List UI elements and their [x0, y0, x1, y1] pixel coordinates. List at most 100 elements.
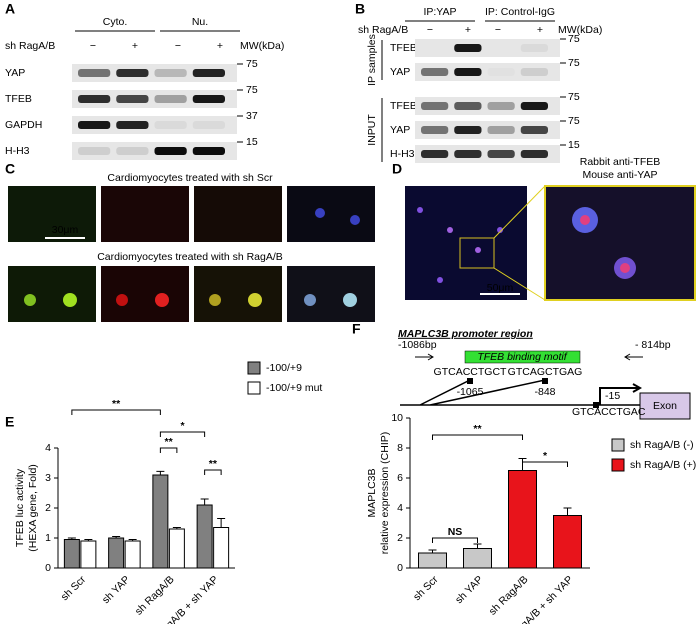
significance-bracket: [432, 537, 478, 543]
blot-band: [520, 44, 548, 52]
blot-strip: [72, 116, 237, 134]
panel-title: Cardiomyocytes treated with sh Scr: [107, 172, 273, 184]
mw-label: 75: [246, 58, 258, 70]
row-label: H-H3: [390, 148, 415, 160]
blot-band: [78, 95, 111, 103]
significance-bracket: [71, 409, 161, 415]
blot-band: [421, 102, 449, 110]
error-bar: [473, 543, 482, 549]
blot-band: [421, 68, 449, 76]
blot-band: [454, 126, 482, 134]
row-label: TFEB: [390, 42, 417, 54]
mw-label: 75: [246, 84, 258, 96]
bar: [152, 474, 169, 569]
panel-label: E: [5, 414, 14, 430]
error-bar: [128, 539, 137, 541]
blot-strip: [415, 97, 560, 115]
blot-band: [78, 69, 111, 77]
significance-label: *: [543, 450, 548, 462]
blot-band: [154, 69, 187, 77]
row-label: YAP: [390, 66, 410, 78]
site-sequence: GTCACCTGCT: [434, 366, 507, 378]
blot-band: [154, 147, 187, 155]
site-sequence: GTCAGCTGAG: [508, 366, 583, 378]
sign: +: [132, 40, 138, 52]
significance-bracket: [159, 447, 178, 453]
y-tick-label: 4: [397, 502, 403, 514]
y-tick-label: 8: [397, 442, 403, 454]
blot-band: [192, 147, 225, 155]
blot-band: [487, 126, 515, 134]
sign: −: [495, 24, 501, 36]
blot-band: [454, 102, 482, 110]
group-header: Nu.: [192, 16, 208, 28]
mw-label: 75: [568, 115, 580, 127]
mw-header: MW(kDa): [240, 40, 284, 52]
legend-swatch: [611, 458, 625, 472]
row-label: H-H3: [5, 145, 30, 157]
sign: +: [537, 24, 543, 36]
mw-label: 75: [568, 91, 580, 103]
error-bar: [428, 549, 437, 553]
error-bar: [200, 498, 209, 505]
significance-label: **: [112, 398, 121, 410]
bar: [463, 548, 492, 569]
scale-bar-label: 50μm: [487, 282, 514, 294]
legend-label: -100/+9: [266, 362, 302, 374]
sign: −: [427, 24, 433, 36]
legend-swatch: [247, 381, 261, 395]
row-label: TFEB: [390, 100, 417, 112]
significance-label: **: [165, 436, 174, 448]
panel-label: C: [5, 161, 15, 177]
error-bar: [84, 539, 93, 541]
legend-swatch: [611, 438, 625, 452]
error-bar: [563, 507, 572, 516]
y-axis-label: (HEXA gene, Fold): [27, 464, 39, 552]
legend-label: sh RagA/B (-): [630, 439, 694, 451]
sign: +: [465, 24, 471, 36]
panel-label: B: [355, 1, 365, 17]
blot-band: [116, 69, 149, 77]
bar: [418, 552, 447, 569]
y-tick-label: 3: [45, 472, 51, 484]
blot-band: [192, 121, 225, 129]
site-position: -1065: [457, 386, 484, 398]
blot-band: [78, 121, 111, 129]
blot-band: [154, 95, 187, 103]
row-label: TFEB: [5, 93, 32, 105]
bar: [213, 527, 230, 569]
blot-band: [421, 150, 449, 158]
blot-band: [454, 44, 482, 52]
row-label: YAP: [390, 124, 410, 136]
panel-label: F: [352, 321, 361, 337]
motif-label: TFEB binding motif: [477, 351, 567, 363]
site-position: -848: [534, 386, 555, 398]
legend-label: -100/+9 mut: [266, 382, 322, 394]
bar: [124, 540, 141, 569]
blot-band: [520, 102, 548, 110]
mw-header: MW(kDa): [558, 24, 602, 36]
section-label: IP samples: [366, 34, 378, 86]
mw-label: 15: [246, 136, 258, 148]
y-axis-label: MAPLC3B: [366, 468, 378, 517]
bar: [508, 470, 537, 569]
diagram-title: MAPLC3B promoter region: [398, 328, 533, 340]
y-tick-label: 2: [397, 532, 403, 544]
condition-label: sh RagA/B: [5, 40, 55, 52]
primer-label: - 814bp: [635, 339, 671, 351]
legend-label: sh RagA/B (+): [630, 459, 696, 471]
y-axis-label: relative expression (CHIP): [379, 432, 391, 555]
blot-band: [520, 150, 548, 158]
legend-swatch: [247, 361, 261, 375]
primer-label: -1086bp: [398, 339, 437, 351]
bar: [80, 540, 97, 569]
row-label: GAPDH: [5, 119, 42, 131]
significance-bracket: [432, 434, 523, 440]
blot-strip: [72, 64, 237, 82]
x-tick-label: sh RagA/B: [487, 574, 531, 618]
y-tick-label: 0: [397, 562, 403, 574]
blot-band: [454, 150, 482, 158]
blot-band: [116, 147, 149, 155]
tss-position: -15: [605, 390, 620, 402]
